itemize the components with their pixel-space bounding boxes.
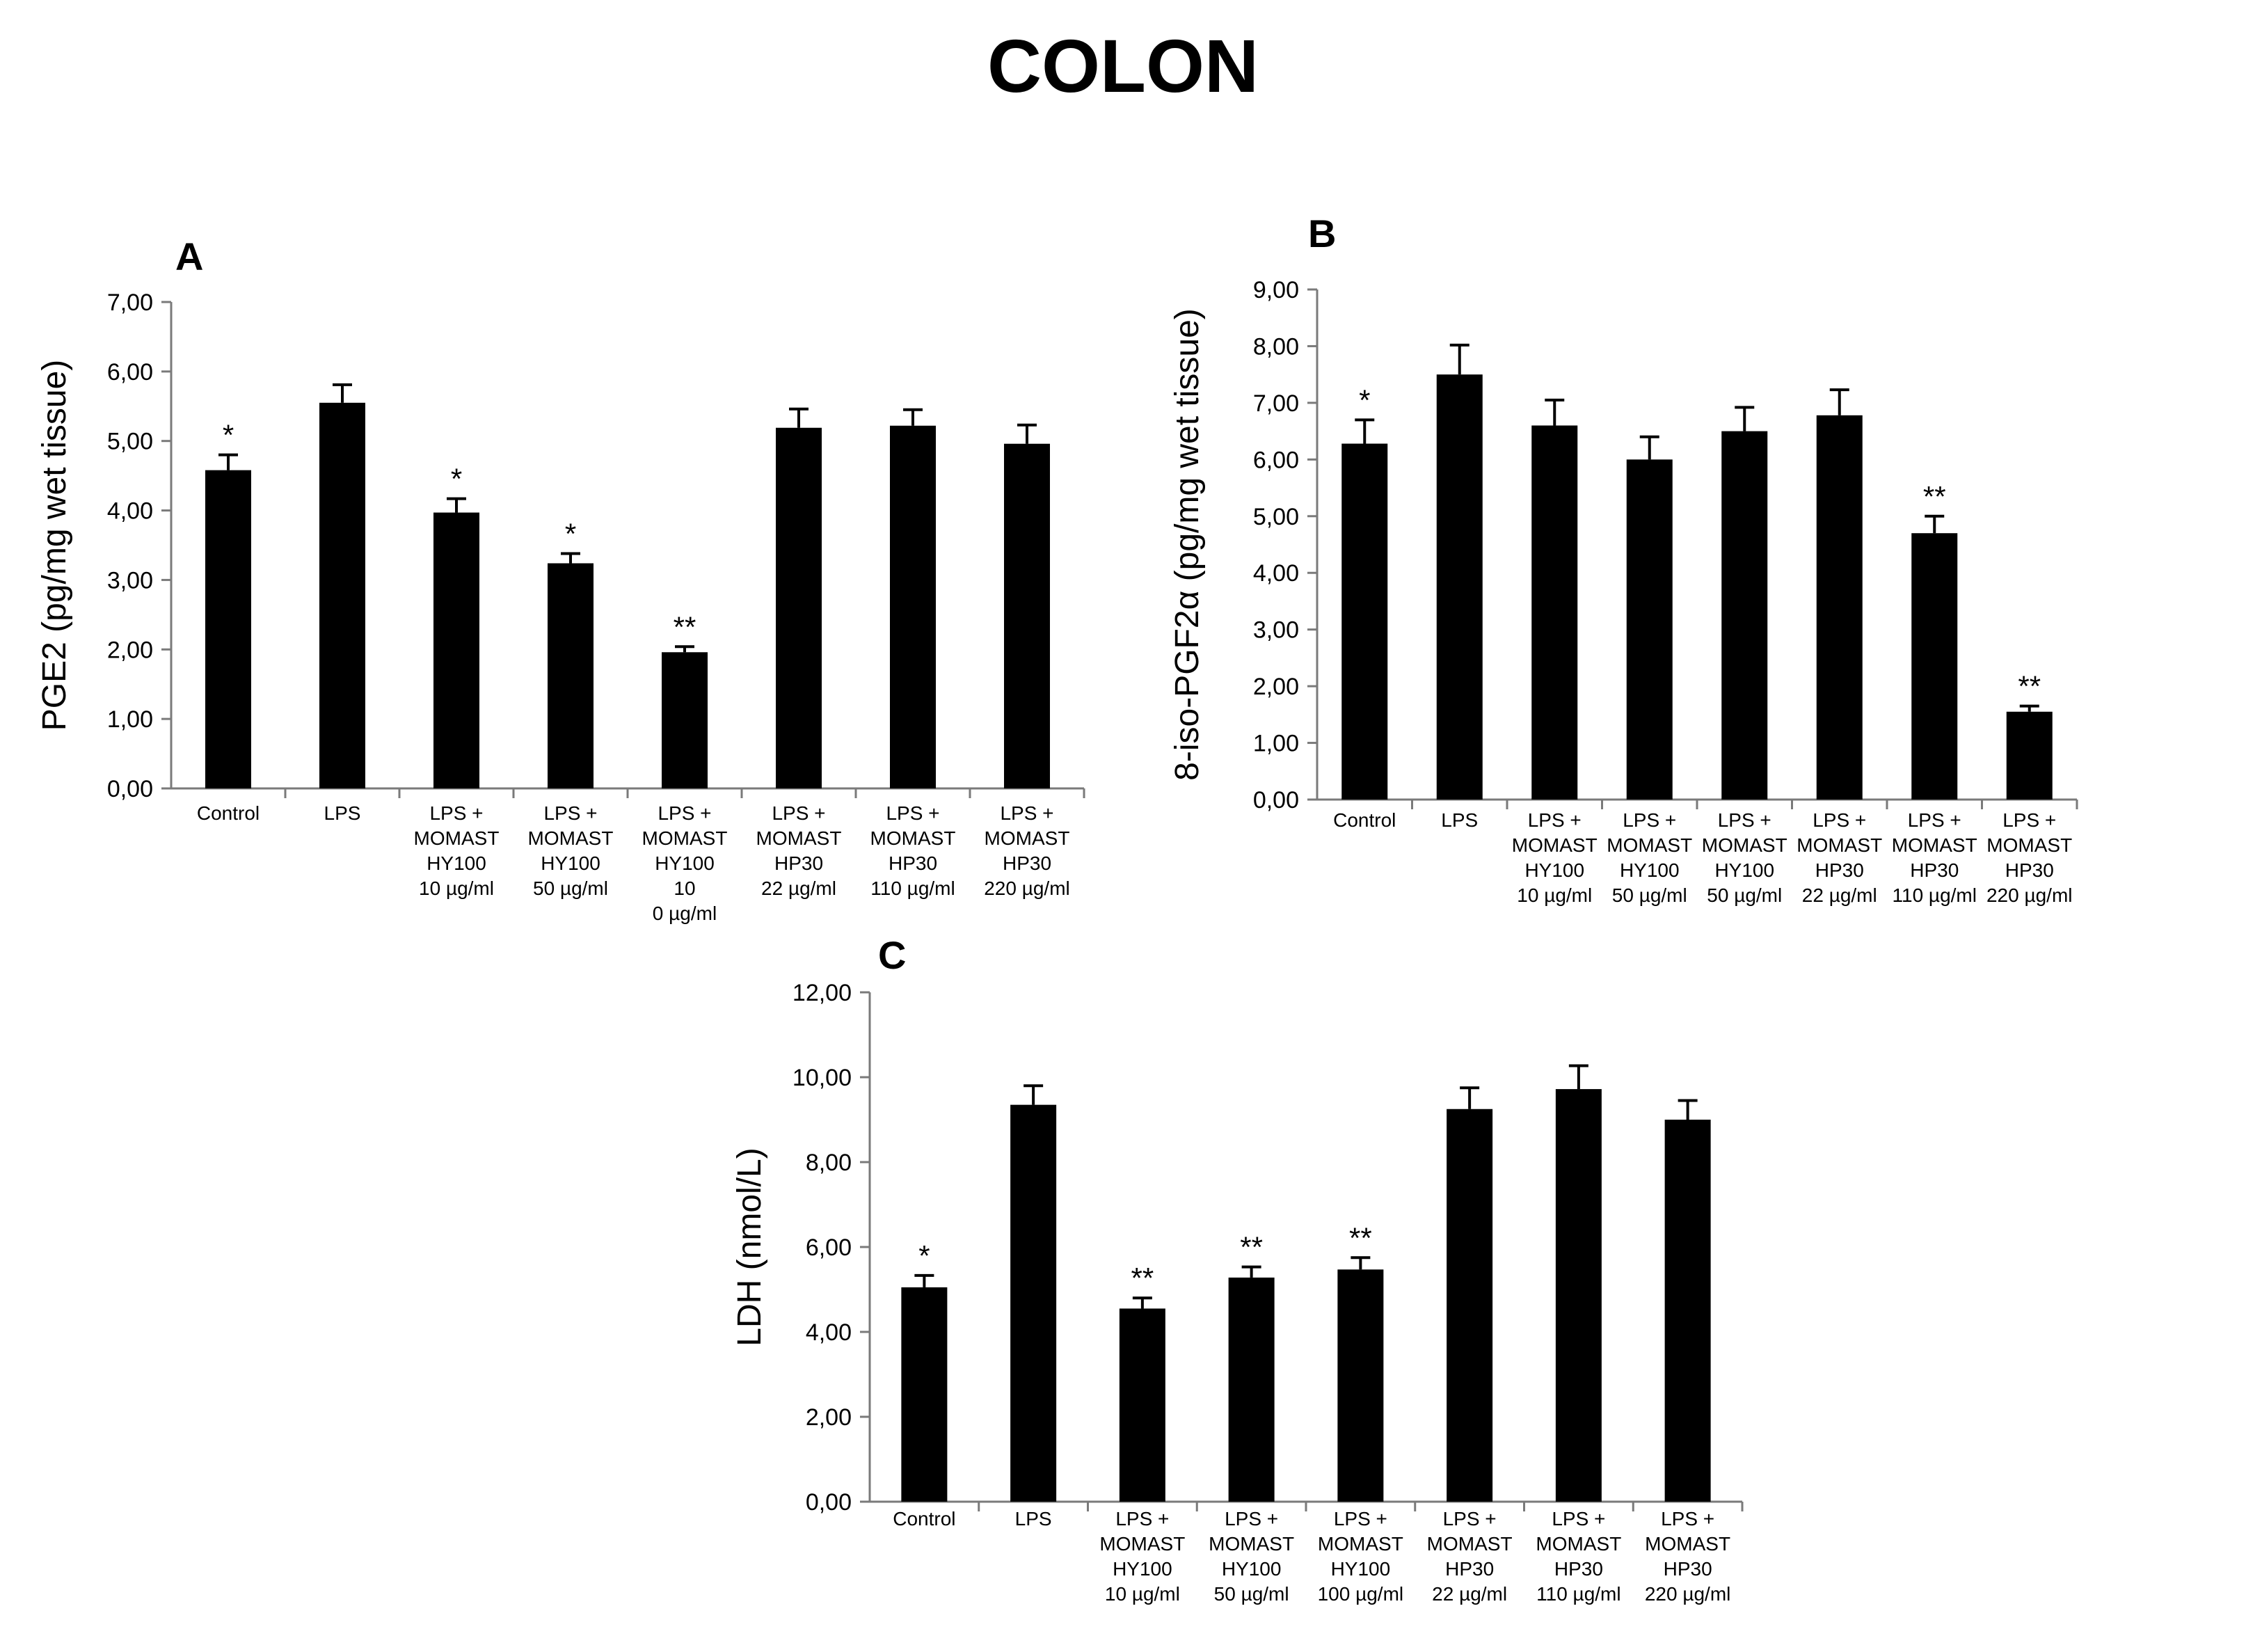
panel-b-y-tick-label: 2,00 xyxy=(1253,674,1299,700)
panel-a-y-tick-label: 3,00 xyxy=(107,567,153,594)
panel-a-y-tick-label: 1,00 xyxy=(107,706,153,733)
panel-b-bar xyxy=(1911,533,1958,800)
panel-b-category-label: LPS + MOMAST HY100 50 µg/ml xyxy=(1702,809,1787,906)
panel-b-y-tick-label: 7,00 xyxy=(1253,390,1299,417)
panel-b-bar xyxy=(1436,374,1483,800)
figure-title: COLON xyxy=(987,24,1259,108)
panel-a-bar xyxy=(548,563,594,788)
panel-a-bar xyxy=(1004,443,1050,788)
panel-c-bar xyxy=(1119,1308,1165,1502)
panel-c-category-label: Control xyxy=(893,1508,955,1530)
panel-b-letter: B xyxy=(1308,212,1336,255)
panel-c-significance-label: ** xyxy=(1240,1231,1263,1264)
panel-a-bar xyxy=(319,402,365,788)
panel-c-y-tick-label: 2,00 xyxy=(806,1404,852,1431)
panel-b-y-tick-label: 1,00 xyxy=(1253,731,1299,757)
panel-b-y-axis-title: 8-iso-PGF2α (pg/mg wet tissue) xyxy=(1169,308,1206,781)
panel-b-significance-label: ** xyxy=(1923,480,1946,513)
panel-b-y-tick-label: 5,00 xyxy=(1253,504,1299,530)
panel-a-bar xyxy=(433,512,479,788)
panel-c-y-tick-label: 8,00 xyxy=(806,1150,852,1176)
panel-b-bar xyxy=(1341,443,1388,800)
panel-b-bar xyxy=(2006,711,2053,800)
panel-c-y-tick-label: 12,00 xyxy=(793,980,852,1006)
panel-c-letter: C xyxy=(878,933,906,977)
panel-a-category-label: LPS + MOMAST HY100 10 µg/ml xyxy=(414,802,500,899)
panel-a-bar xyxy=(776,427,822,788)
panel-a-significance-label: * xyxy=(565,517,576,550)
panel-b-category-label: Control xyxy=(1333,809,1396,831)
panel-c-y-tick-label: 4,00 xyxy=(806,1319,852,1346)
panel-a-y-tick-label: 5,00 xyxy=(107,429,153,455)
panel-a-y-tick-label: 0,00 xyxy=(107,776,153,802)
panel-b-significance-label: ** xyxy=(2018,670,2041,703)
panel-a-y-tick-label: 2,00 xyxy=(107,637,153,663)
panel-a-category-label: LPS + MOMAST HY100 10 0 µg/ml xyxy=(642,802,728,924)
panel-a-category-label: LPS + MOMAST HP30 220 µg/ml xyxy=(984,802,1070,899)
panel-c-y-tick-label: 10,00 xyxy=(793,1065,852,1091)
panel-c-bar xyxy=(1664,1120,1711,1502)
panel-b-category-label: LPS + MOMAST HP30 22 µg/ml xyxy=(1797,809,1882,906)
panel-b-y-tick-label: 6,00 xyxy=(1253,447,1299,473)
panel-a-y-tick-label: 7,00 xyxy=(107,289,153,316)
panel-c-y-tick-label: 6,00 xyxy=(806,1234,852,1261)
panel-c-category-label: LPS + MOMAST HY100 50 µg/ml xyxy=(1209,1508,1294,1605)
panel-b-category-label: LPS xyxy=(1441,809,1478,831)
panel-c-category-label: LPS + MOMAST HP30 220 µg/ml xyxy=(1645,1508,1731,1605)
panel-c-bar xyxy=(1555,1089,1602,1502)
panel-a-bar xyxy=(205,470,251,788)
panel-b-category-label: LPS + MOMAST HY100 50 µg/ml xyxy=(1607,809,1692,906)
panel-a-significance-label: * xyxy=(451,463,462,495)
panel-a-bar xyxy=(662,652,708,788)
panel-a-significance-label: ** xyxy=(674,610,696,643)
panel-b-bar xyxy=(1531,425,1578,800)
panel-c-category-label: LPS + MOMAST HP30 22 µg/ml xyxy=(1427,1508,1513,1605)
panel-b-category-label: LPS + MOMAST HP30 110 µg/ml xyxy=(1892,809,1977,906)
chart-panel-b: B 0,00 1,00 2,00 3,00 4,00 5,00 6,00 7,00 8,00 9,0… xyxy=(1169,212,2078,906)
panel-c-bar xyxy=(1228,1277,1275,1502)
panel-c-significance-label: * xyxy=(918,1239,930,1272)
panel-b-category-label: LPS + MOMAST HY100 10 µg/ml xyxy=(1512,809,1598,906)
panel-a-bar xyxy=(890,425,936,788)
panel-b-y-tick-label: 0,00 xyxy=(1253,787,1299,813)
chart-panel-a: A 0,00 1,00 2,00 3,00 4,00 5,00 6,00 7,00 PGE2 (p… xyxy=(36,235,1085,924)
panel-a-y-tick-label: 4,00 xyxy=(107,498,153,525)
panel-a-category-label: Control xyxy=(197,802,260,824)
panel-c-category-label: LPS + MOMAST HP30 110 µg/ml xyxy=(1536,1508,1621,1605)
panel-b-bar xyxy=(1816,415,1863,800)
panel-a-y-axis-title: PGE2 (pg/mg wet tissue) xyxy=(36,360,73,731)
panel-b-y-tick-label: 3,00 xyxy=(1253,617,1299,644)
panel-c-category-label: LPS xyxy=(1015,1508,1052,1530)
panel-a-category-label: LPS + MOMAST HP30 22 µg/ml xyxy=(756,802,842,899)
panel-b-category-label: LPS + MOMAST HP30 220 µg/ml xyxy=(1986,809,2073,906)
panel-a-category-label: LPS xyxy=(324,802,361,824)
panel-c-y-axis-title: LDH (nmol/L) xyxy=(731,1147,768,1346)
panel-c-bar xyxy=(1337,1269,1384,1502)
panel-c-y-tick-label: 0,00 xyxy=(806,1489,852,1516)
panel-a-y-tick-label: 6,00 xyxy=(107,359,153,386)
panel-c-category-label: LPS + MOMAST HY100 10 µg/ml xyxy=(1099,1508,1185,1605)
panel-c-significance-label: ** xyxy=(1349,1221,1372,1254)
panel-b-significance-label: * xyxy=(1359,383,1370,416)
panel-c-bar xyxy=(1447,1109,1493,1502)
panel-b-y-tick-label: 9,00 xyxy=(1253,277,1299,303)
panel-a-significance-label: * xyxy=(223,419,234,452)
panel-a-category-label: LPS + MOMAST HY100 50 µg/ml xyxy=(528,802,614,899)
panel-c-bar xyxy=(901,1287,948,1502)
panel-a-letter: A xyxy=(175,235,203,278)
panel-b-y-tick-label: 8,00 xyxy=(1253,333,1299,360)
panel-b-bar xyxy=(1626,459,1673,800)
chart-panel-c: C 0,00 2,00 4,00 6,00 8,00 10,00 12,00 LDH (nmol… xyxy=(731,933,1744,1605)
panel-c-bar xyxy=(1010,1104,1057,1502)
panel-c-category-label: LPS + MOMAST HY100 100 µg/ml xyxy=(1318,1508,1404,1605)
panel-b-y-tick-label: 4,00 xyxy=(1253,560,1299,587)
panel-b-bar xyxy=(1721,431,1768,800)
panel-c-significance-label: ** xyxy=(1131,1262,1154,1294)
panel-a-category-label: LPS + MOMAST HP30 110 µg/ml xyxy=(870,802,956,899)
